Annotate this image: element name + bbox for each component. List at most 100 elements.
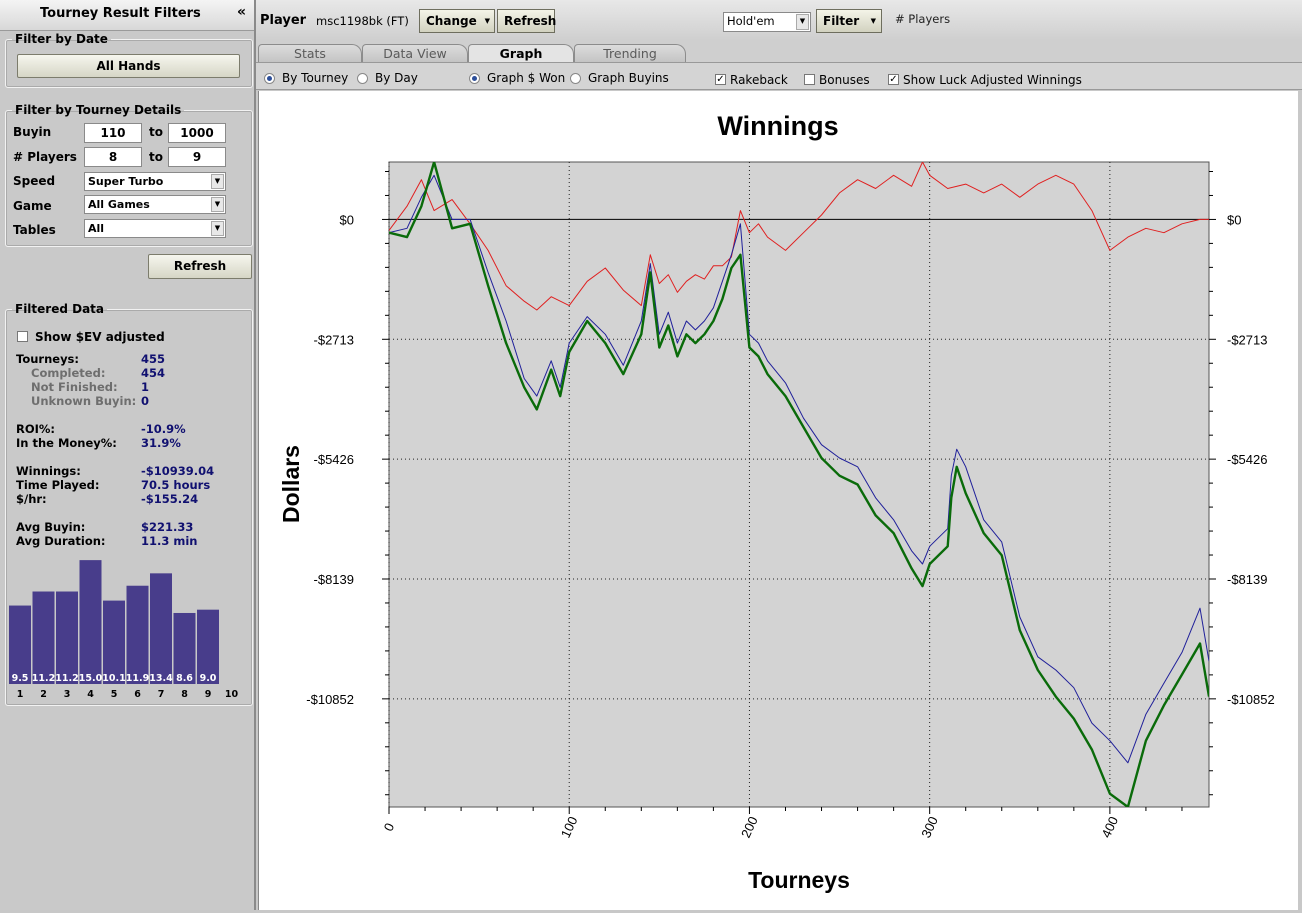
y-tick-label: -$8139: [314, 572, 354, 587]
sidebar-header: Tourney Result Filters «: [0, 0, 254, 31]
chevron-down-icon: ▼: [870, 17, 876, 25]
x-tick-label: 0: [381, 821, 398, 834]
players-max-input[interactable]: 9: [168, 147, 226, 167]
roi-label: ROI%:: [16, 422, 56, 436]
bonuses-label: Bonuses: [819, 73, 870, 87]
by-tourney-label: By Tourney: [282, 71, 349, 85]
speed-label: Speed: [13, 174, 56, 188]
histogram-bar: [126, 585, 149, 684]
by-tourney-radio[interactable]: [264, 73, 275, 84]
sidebar-title: Tourney Result Filters: [40, 6, 201, 21]
finish-position-histogram: 9.5 11.2 11.2 15.0 10.1 11.9 13.4 8.6 9.01 2 3 4 5 6 7…: [9, 560, 239, 700]
graph-buyins-radio[interactable]: [570, 73, 581, 84]
players-to-label: to: [149, 150, 163, 164]
dollars-per-hour-label: $/hr:: [16, 492, 47, 506]
x-axis-label: Tourneys: [748, 867, 850, 893]
tables-select-value: All: [88, 222, 105, 235]
players-min-input[interactable]: 8: [84, 147, 142, 167]
y-tick-label-right: -$5426: [1227, 452, 1267, 467]
histogram-position-label: 1: [17, 689, 24, 700]
tourneys-label: Tourneys:: [16, 352, 80, 366]
completed-value: 454: [141, 366, 166, 380]
chart-title: Winnings: [717, 111, 838, 141]
histogram-bar: [56, 591, 78, 684]
change-label: Change: [426, 14, 477, 28]
y-tick-label-right: $0: [1227, 212, 1241, 227]
players-filter-text: # Players: [895, 12, 951, 26]
time-played-value: 70.5 hours: [141, 478, 211, 492]
tab-stats[interactable]: Stats: [258, 44, 362, 62]
game-select-value: All Games: [88, 198, 150, 211]
histogram-bar-label: 9.0: [200, 673, 217, 684]
histogram-bar-label: 11.2: [55, 673, 78, 684]
histogram-position-label: 7: [158, 689, 165, 700]
game-label: Game: [13, 199, 52, 213]
show-ev-checkbox[interactable]: [17, 331, 28, 342]
histogram-position-label: 6: [134, 689, 141, 700]
time-played-label: Time Played:: [16, 478, 100, 492]
tab-graph[interactable]: Graph: [468, 44, 574, 62]
histogram-position-label: 9: [205, 689, 212, 700]
histogram-bar: [197, 609, 219, 684]
game-type-select[interactable]: Hold'em ▼: [723, 12, 811, 32]
y-tick-label-right: -$10852: [1227, 692, 1275, 707]
show-luck-label: Show Luck Adjusted Winnings: [903, 73, 1082, 87]
bonuses-checkbox[interactable]: [804, 74, 815, 85]
speed-select[interactable]: Super Turbo ▼: [84, 172, 226, 191]
filter-label: Filter: [823, 14, 860, 28]
roi-value: -10.9%: [141, 422, 186, 436]
histogram-position-label: 8: [181, 689, 188, 700]
y-tick-label-right: -$2713: [1227, 332, 1267, 347]
chevron-down-icon[interactable]: ▼: [796, 14, 809, 30]
avg-duration-value: 11.3 min: [141, 534, 198, 548]
tab-trending[interactable]: Trending: [574, 44, 686, 62]
rakeback-checkbox[interactable]: ✓: [715, 74, 726, 85]
speed-select-value: Super Turbo: [88, 175, 164, 188]
tables-select[interactable]: All ▼: [84, 219, 226, 238]
x-tick-label: 400: [1098, 814, 1121, 840]
itm-value: 31.9%: [141, 436, 181, 450]
histogram-bar: [79, 560, 102, 684]
tourneys-value: 455: [141, 352, 166, 366]
show-luck-checkbox[interactable]: ✓: [888, 74, 899, 85]
rakeback-label: Rakeback: [730, 73, 788, 87]
chevron-down-icon[interactable]: ▼: [211, 174, 224, 189]
collapse-sidebar-icon[interactable]: «: [236, 4, 246, 20]
avg-buyin-label: Avg Buyin:: [16, 520, 86, 534]
filter-sidebar: Tourney Result Filters « Filter by Date …: [0, 0, 256, 910]
series-line-2: [389, 174, 1209, 764]
all-hands-button[interactable]: All Hands: [17, 54, 240, 78]
by-day-label: By Day: [375, 71, 418, 85]
histogram-bar-label: 11.9: [126, 673, 149, 684]
buyin-max-input[interactable]: 1000: [168, 123, 226, 143]
by-day-radio[interactable]: [357, 73, 368, 84]
sidebar-refresh-button[interactable]: Refresh: [148, 254, 252, 279]
histogram-bar-label: 9.5: [12, 673, 29, 684]
histogram-bar: [150, 573, 172, 684]
histogram-bar-label: 11.2: [32, 673, 55, 684]
histogram-position-label: 10: [225, 689, 239, 700]
filter-by-details-legend: Filter by Tourney Details: [15, 103, 182, 117]
filter-button[interactable]: Filter ▼: [816, 9, 882, 33]
histogram-bar-label: 15.0: [79, 673, 103, 684]
filter-by-tourney-details-group: Filter by Tourney Details: [5, 103, 253, 247]
completed-label: Completed:: [31, 366, 106, 380]
top-refresh-button[interactable]: Refresh: [497, 9, 556, 33]
chevron-down-icon[interactable]: ▼: [211, 221, 224, 236]
game-select[interactable]: All Games ▼: [84, 195, 226, 214]
graph-won-radio[interactable]: [469, 73, 480, 84]
y-axis-label: Dollars: [278, 445, 304, 523]
chevron-down-icon: ▼: [484, 17, 490, 25]
x-tick-label: 200: [738, 814, 761, 840]
plot-area: [388, 161, 1210, 808]
tab-data-view[interactable]: Data View: [362, 44, 468, 62]
buyin-min-input[interactable]: 110: [84, 123, 142, 143]
graph-won-label: Graph $ Won: [487, 71, 566, 85]
histogram-bar-label: 8.6: [176, 673, 193, 684]
x-tick-label: 300: [918, 814, 941, 840]
histogram-bar: [173, 612, 196, 684]
chevron-down-icon[interactable]: ▼: [211, 197, 224, 212]
change-player-button[interactable]: Change ▼: [419, 9, 495, 33]
not-finished-value: 1: [141, 380, 150, 394]
filtered-data-legend: Filtered Data: [15, 302, 105, 316]
